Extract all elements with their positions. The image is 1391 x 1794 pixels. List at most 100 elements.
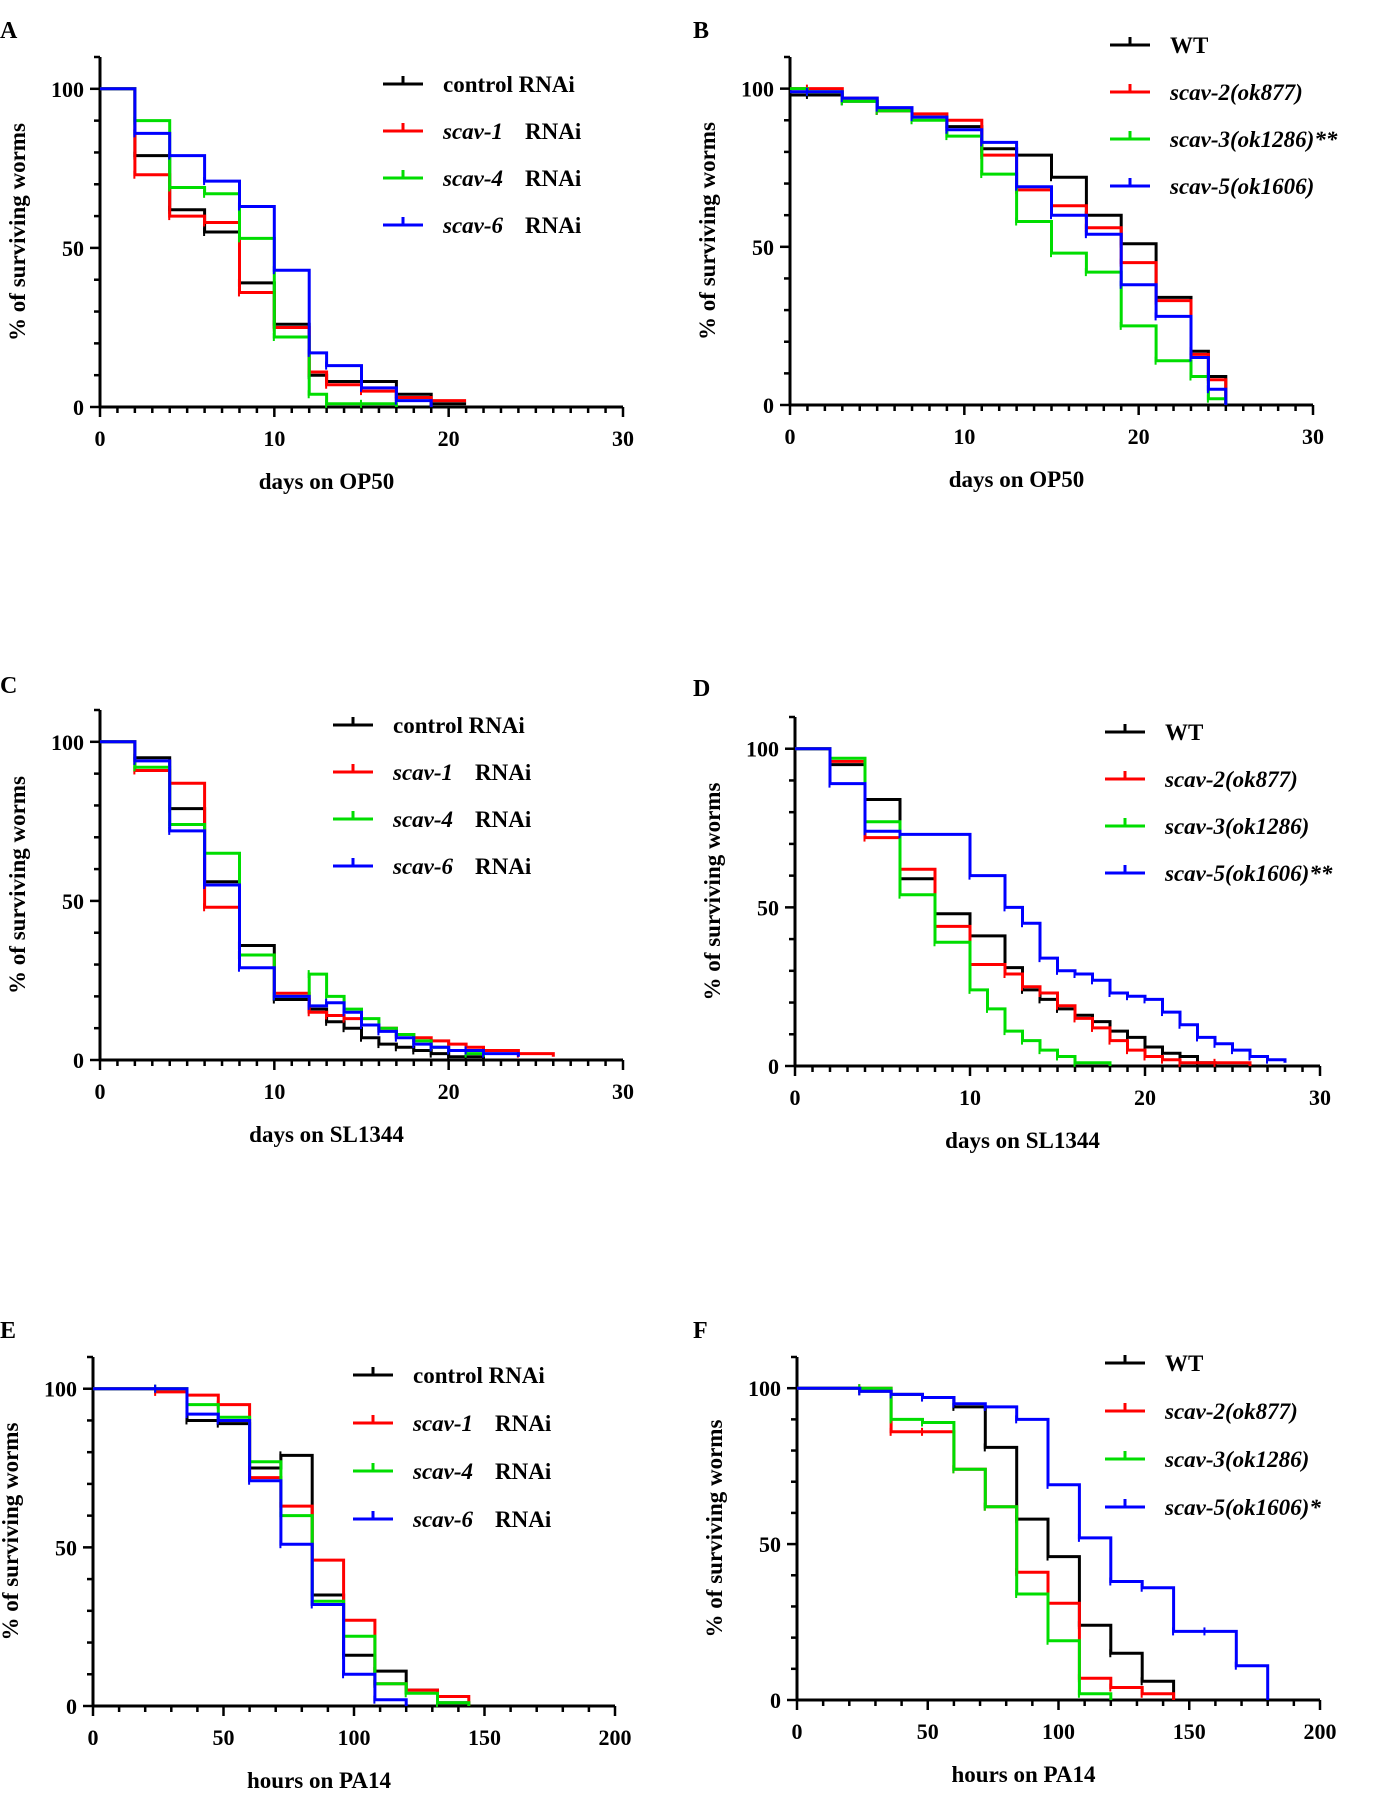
x-axis-title: days on OP50 — [949, 467, 1084, 492]
legend-gene: scav-2(ok877) — [1164, 767, 1298, 792]
survival-curve — [100, 87, 467, 403]
legend-gene: scav-2(ok877) — [1169, 80, 1303, 105]
y-tick-label: 0 — [73, 1048, 84, 1073]
legend-suffix: RNAi — [525, 166, 582, 191]
survival-curve — [795, 747, 1287, 1063]
legend-label: scav-2(ok877) — [1169, 80, 1303, 105]
survival-curve — [100, 87, 467, 406]
legend-suffix: RNAi — [475, 854, 532, 879]
x-tick-label: 30 — [612, 426, 634, 451]
x-tick-label: 0 — [792, 1719, 803, 1744]
legend-label: scav-1 RNAi — [442, 119, 582, 144]
legend-item: scav-2(ok877) — [1105, 767, 1298, 792]
survival-curve — [797, 1386, 1270, 1700]
legend-gene: scav-4 — [412, 1459, 473, 1484]
series-scav-5-ok1606- — [795, 747, 1287, 1064]
x-tick-label: 10 — [263, 1079, 285, 1104]
panel-A: A 0 50 100 0 10 20 30 days on OP50 % of surviving… — [0, 18, 634, 494]
x-tick-label: 200 — [1304, 1719, 1337, 1744]
y-tick-label: 0 — [770, 1688, 781, 1713]
y-tick-label: 100 — [51, 77, 84, 102]
x-axis-title: days on OP50 — [259, 469, 394, 494]
series-scav-5-ok1606- — [790, 87, 1228, 405]
y-tick-label: 100 — [44, 1377, 77, 1402]
legend-gene: scav-3(ok1286) — [1164, 1447, 1309, 1472]
legend-label: WT — [1165, 1351, 1203, 1376]
panel-E: E 0 50 100 0 50 100 150 200 hours on PA14 % of sur… — [0, 1318, 632, 1793]
panel-B: B 0 50 100 0 10 20 30 days on OP50 % of surviving… — [693, 18, 1338, 492]
survival-curve — [790, 87, 1228, 405]
legend-item: scav-2(ok877) — [1110, 80, 1303, 105]
legend-label: scav-5(ok1606) — [1169, 174, 1314, 199]
survival-curve — [100, 740, 485, 1060]
x-tick-label: 200 — [599, 1725, 632, 1750]
panel-letter: C — [0, 673, 17, 699]
legend-item: scav-1 RNAi — [353, 1411, 552, 1436]
y-tick-label: 0 — [768, 1054, 779, 1079]
legend-label: scav-2(ok877) — [1164, 767, 1298, 792]
series-scav-3-ok1286- — [795, 747, 1112, 1067]
x-tick-label: 20 — [438, 426, 460, 451]
y-axis-title: % of surviving worms — [5, 123, 30, 341]
legend-item: control RNAi — [333, 713, 525, 738]
legend-gene: scav-2(ok877) — [1164, 1399, 1298, 1424]
legend-item: WT — [1110, 33, 1208, 58]
legend-gene: scav-6 — [442, 213, 504, 238]
legend-item: control RNAi — [353, 1363, 545, 1388]
x-tick-label: 50 — [917, 1719, 939, 1744]
y-tick-label: 50 — [757, 895, 779, 920]
legend-suffix: WT — [1170, 33, 1208, 58]
series-scav-1 — [100, 87, 467, 405]
legend: control RNAi scav-1 RNAi scav-4 RNAi scav-6 RN… — [353, 1363, 552, 1532]
legend: WT scav-2(ok877) scav-3(ok1286) scav-5(ok16… — [1105, 1351, 1321, 1520]
panel-D: D 0 50 100 0 10 20 30 days on SL1344 % of survivi… — [693, 676, 1333, 1153]
legend-suffix: control RNAi — [413, 1363, 545, 1388]
x-tick-label: 150 — [1173, 1719, 1206, 1744]
legend-label: scav-1 RNAi — [412, 1411, 552, 1436]
legend-suffix: RNAi — [475, 807, 532, 832]
series-wt — [790, 90, 1228, 405]
legend: WT scav-2(ok877) scav-3(ok1286)** scav-5(ok… — [1110, 33, 1338, 199]
legend-item: WT — [1105, 720, 1203, 745]
y-tick-label: 100 — [746, 737, 779, 762]
axes — [98, 710, 623, 1062]
x-axis-title: days on SL1344 — [945, 1128, 1100, 1153]
x-tick-label: 30 — [612, 1079, 634, 1104]
series-wt — [797, 1386, 1176, 1700]
legend-suffix: WT — [1165, 1351, 1203, 1376]
series-scav-4 — [100, 87, 398, 408]
legend-gene: scav-3(ok1286)** — [1169, 127, 1338, 152]
survival-curve — [100, 87, 398, 407]
legend-label: scav-1 RNAi — [392, 760, 532, 785]
legend-label: scav-4 RNAi — [412, 1459, 552, 1484]
survival-curve — [100, 740, 485, 1057]
x-axis-title: days on SL1344 — [249, 1122, 404, 1147]
x-tick-label: 0 — [88, 1725, 99, 1750]
legend-suffix: RNAi — [495, 1507, 552, 1532]
series-scav-6 — [93, 1384, 408, 1706]
x-tick-label: 30 — [1302, 424, 1324, 449]
legend-gene: scav-6 — [392, 854, 454, 879]
legend-label: scav-3(ok1286) — [1164, 814, 1309, 839]
legend-label: control RNAi — [393, 713, 525, 738]
legend: control RNAi scav-1 RNAi scav-4 RNAi scav-6 RN… — [333, 713, 532, 879]
legend-label: scav-6 RNAi — [392, 854, 532, 879]
x-tick-label: 20 — [438, 1079, 460, 1104]
legend-item: scav-3(ok1286)** — [1110, 127, 1338, 152]
x-axis-title: hours on PA14 — [247, 1768, 391, 1793]
x-tick-label: 0 — [95, 1079, 106, 1104]
legend-label: scav-6 RNAi — [412, 1507, 552, 1532]
survival-curve — [93, 1387, 408, 1706]
legend-gene: scav-1 — [442, 119, 503, 144]
legend-suffix: RNAi — [525, 119, 582, 144]
series-scav-3-ok1286- — [797, 1384, 1113, 1700]
x-tick-label: 0 — [785, 424, 796, 449]
panel-letter: A — [0, 18, 18, 44]
legend: WT scav-2(ok877) scav-3(ok1286) scav-5(ok16… — [1105, 720, 1333, 886]
panel-letter: D — [693, 676, 710, 702]
panel-letter: E — [0, 1318, 16, 1344]
legend-suffix: RNAi — [495, 1459, 552, 1484]
legend-suffix: control RNAi — [443, 72, 575, 97]
legend-suffix: RNAi — [475, 760, 532, 785]
legend-item: scav-5(ok1606)** — [1105, 861, 1333, 886]
